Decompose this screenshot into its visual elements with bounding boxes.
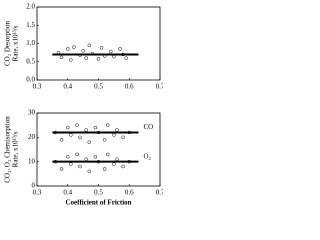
x-tick-label: 0.3: [33, 189, 42, 197]
scatter-point: [84, 128, 88, 132]
scatter-point: [112, 133, 116, 137]
scatter-point: [59, 138, 64, 142]
y-tick-label: 0.5: [26, 57, 35, 65]
scatter-point: [81, 49, 85, 53]
scatter-point: [93, 125, 98, 130]
scatter-point: [109, 49, 113, 54]
scatter-point: [112, 162, 116, 166]
scatter-point: [66, 125, 70, 130]
scatter-point: [115, 157, 119, 161]
y-tick-label: 0.0: [26, 76, 35, 84]
scatter-point: [72, 45, 76, 49]
scatter-point: [121, 164, 125, 169]
scatter-point: [87, 43, 92, 48]
scatter-point: [105, 123, 110, 127]
scatter-point: [115, 128, 119, 132]
plot-frame: [36, 112, 161, 187]
scatter-point: [66, 155, 70, 159]
plot-frame: [36, 6, 161, 81]
x-tick-label: 0.4: [63, 83, 72, 91]
scatter-point: [84, 157, 88, 161]
chart: 0.0 0.5 1.0 1.5 2.0 0.3 0.4 0.5 0.6 0.7 CO₂ Desorp…: [4, 3, 163, 207]
x-tick-label: 0.6: [125, 189, 134, 197]
scatter-point: [102, 167, 107, 171]
scatter-point: [59, 167, 64, 171]
y-tick-label: 30: [28, 109, 36, 117]
scatter-point: [105, 152, 110, 157]
y-axis-label: Rate, x10¹³/s: [12, 25, 20, 61]
y-axis-label: CO₂, O₂ Chemisorption: [4, 116, 12, 183]
x-tick-label: 0.7: [156, 83, 163, 91]
scatter-point: [118, 47, 122, 51]
scatter-point: [121, 135, 125, 140]
scatter-point: [93, 155, 98, 159]
scatter-point: [69, 133, 73, 137]
y-tick-label: 1.0: [26, 39, 35, 47]
y-tick-label: 20: [28, 133, 36, 141]
series-label: O₂: [143, 152, 151, 160]
scatter-point: [99, 46, 104, 50]
y-tick-label: 10: [28, 157, 36, 165]
scatter-point: [84, 56, 88, 60]
scatter-point: [69, 162, 73, 166]
y-tick-label: 0: [32, 182, 36, 190]
scatter-point: [112, 54, 116, 59]
scatter-point: [75, 123, 79, 127]
scatter-point: [124, 56, 128, 60]
x-axis-label: Coefficient of Friction: [65, 199, 131, 207]
x-tick-label: 0.4: [63, 189, 72, 197]
scatter-point: [87, 140, 92, 144]
scatter-point: [59, 55, 64, 60]
scatter-point: [78, 135, 82, 140]
scatter-point: [75, 152, 79, 157]
y-axis-label: Rate, x10¹³/s: [12, 131, 20, 167]
x-tick-label: 0.3: [33, 83, 42, 91]
scatter-point: [102, 138, 107, 142]
x-tick-label: 0.7: [156, 189, 163, 197]
x-tick-label: 0.5: [94, 83, 103, 91]
x-tick-label: 0.6: [125, 83, 134, 91]
y-tick-label: 1.5: [26, 21, 35, 29]
scatter-point: [78, 164, 82, 169]
scatter-point: [96, 57, 101, 61]
scatter-point: [87, 169, 92, 174]
y-axis-label: CO₂ Desorption: [4, 20, 12, 66]
series-label: CO: [143, 123, 153, 131]
y-tick-label: 2.0: [26, 3, 35, 11]
scatter-point: [66, 47, 70, 51]
scatter-point: [69, 58, 73, 62]
x-tick-label: 0.5: [94, 189, 103, 197]
